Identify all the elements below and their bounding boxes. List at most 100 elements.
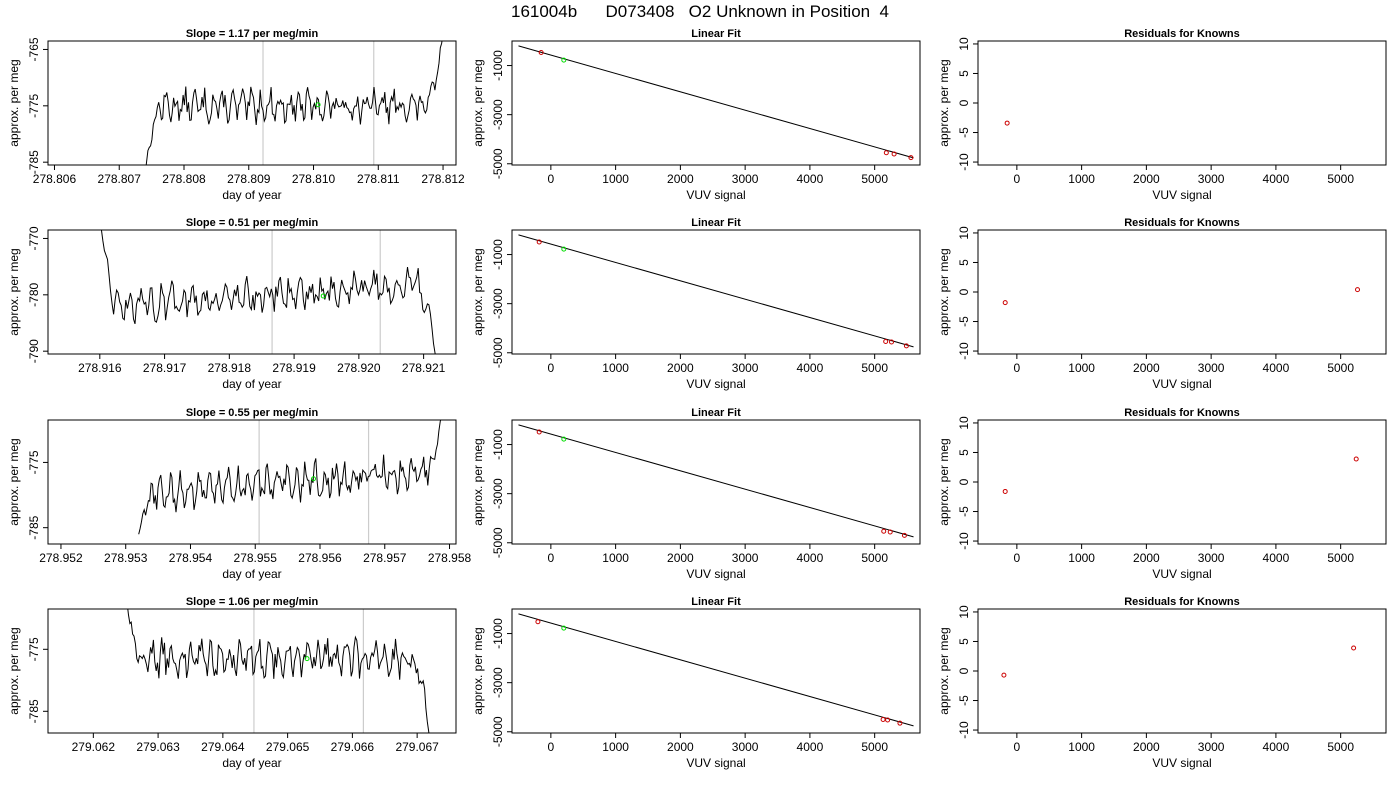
x-tick-label: 5000	[861, 361, 888, 375]
panel-1-3: Residuals for Knowns 0 1000 2000 3000 4000 500…	[937, 28, 1387, 202]
y-axis-label: approx. per meg	[937, 438, 951, 525]
y-tick-label: -785	[27, 699, 41, 723]
panel-3-2: Linear Fit 0 1000 2000 3000 4000 5000 -1000 -300…	[471, 407, 921, 581]
plot-frame	[977, 40, 1387, 166]
signal-trace	[127, 609, 430, 733]
panel-4-3: Residuals for Knowns 0 1000 2000 3000 4000 500…	[937, 596, 1387, 770]
x-tick-label: 278.958	[428, 551, 472, 565]
x-tick-label: 3000	[1198, 740, 1225, 754]
known-point	[889, 339, 895, 345]
y-axis-label: approx. per meg	[471, 627, 485, 714]
plot-area	[127, 609, 430, 733]
unknown-point	[561, 625, 567, 631]
fit-line	[518, 234, 914, 348]
y-axis-label: approx. per meg	[471, 59, 485, 146]
x-tick-label: 1000	[1068, 740, 1095, 754]
x-tick-label: 278.921	[402, 361, 446, 375]
y-tick-label: -5	[957, 127, 971, 138]
x-tick-label: 279.066	[331, 740, 375, 754]
x-tick-label: 3000	[1198, 361, 1225, 375]
x-axis-label: VUV signal	[686, 567, 745, 581]
known-point	[885, 717, 891, 723]
x-tick-label: 3000	[1198, 551, 1225, 565]
x-tick-label: 0	[1014, 551, 1021, 565]
y-tick-label: 10	[957, 37, 971, 51]
x-tick-label: 3000	[1198, 172, 1225, 186]
x-tick-label: 2000	[1133, 551, 1160, 565]
known-point	[1355, 287, 1361, 293]
x-tick-label: 0	[1014, 361, 1021, 375]
x-axis-label: VUV signal	[1152, 756, 1211, 770]
x-tick-label: 2000	[667, 740, 694, 754]
known-point	[1002, 300, 1008, 306]
x-tick-label: 278.956	[298, 551, 342, 565]
x-axis-label: VUV signal	[686, 756, 745, 770]
fit-line	[518, 45, 914, 159]
x-tick-label: 278.917	[143, 361, 187, 375]
known-point	[891, 151, 897, 157]
known-point	[883, 338, 889, 344]
panel-title: Linear Fit	[691, 217, 741, 229]
y-axis-label: approx. per meg	[7, 59, 21, 146]
known-point	[908, 155, 914, 161]
known-point	[881, 528, 887, 534]
x-tick-label: 1000	[1068, 172, 1095, 186]
panel-title: Residuals for Knowns	[1124, 28, 1240, 40]
panel-1-2: Linear Fit 0 1000 2000 3000 4000 5000 -1000 -300…	[471, 28, 921, 202]
panel-title: Residuals for Knowns	[1124, 596, 1240, 608]
x-tick-label: 4000	[797, 172, 824, 186]
x-axis-label: VUV signal	[1152, 377, 1211, 391]
x-tick-label: 278.811	[357, 172, 400, 186]
x-tick-label: 278.953	[104, 551, 148, 565]
y-tick-label: -780	[27, 282, 41, 306]
y-axis-label: approx. per meg	[7, 627, 21, 714]
x-axis-label: VUV signal	[686, 377, 745, 391]
y-tick-label: 10	[957, 416, 971, 430]
x-tick-label: 1000	[602, 172, 629, 186]
plot-frame	[511, 40, 921, 166]
y-tick-label: -5	[957, 316, 971, 327]
y-tick-label: 5	[957, 638, 971, 645]
y-tick-label: -3000	[491, 667, 505, 698]
panel-title: Linear Fit	[691, 596, 741, 608]
y-tick-label: -785	[27, 515, 41, 539]
plot-frame	[47, 608, 457, 734]
fit-line	[518, 424, 914, 538]
x-tick-label: 278.807	[98, 172, 142, 186]
x-tick-label: 278.808	[162, 172, 206, 186]
y-tick-label: -10	[957, 153, 971, 171]
y-axis-label: approx. per meg	[937, 248, 951, 335]
y-tick-label: 0	[957, 667, 971, 674]
plot-area	[1004, 120, 1010, 126]
x-tick-label: 5000	[861, 740, 888, 754]
y-axis-label: approx. per meg	[471, 438, 485, 525]
y-tick-label: 5	[957, 449, 971, 456]
x-tick-label: 278.955	[234, 551, 278, 565]
y-tick-label: -790	[27, 339, 41, 363]
y-tick-label: 5	[957, 70, 971, 77]
y-tick-label: -5	[957, 506, 971, 517]
y-tick-label: -10	[957, 342, 971, 360]
plot-frame	[47, 229, 457, 355]
known-point	[535, 619, 541, 625]
y-tick-label: -5000	[491, 337, 505, 368]
x-axis-label: day of year	[222, 756, 281, 770]
y-tick-label: -5000	[491, 527, 505, 558]
x-tick-label: 279.063	[136, 740, 180, 754]
plot-area	[138, 420, 442, 544]
x-tick-label: 279.065	[266, 740, 310, 754]
x-tick-label: 1000	[1068, 551, 1095, 565]
known-point	[1004, 120, 1010, 126]
y-tick-label: -5000	[491, 716, 505, 747]
x-tick-label: 4000	[797, 551, 824, 565]
figure-title: 161004b D073408 O2 Unknown in Position 4	[510, 2, 890, 21]
y-tick-label: -5	[957, 695, 971, 706]
x-tick-label: 3000	[732, 740, 759, 754]
mean-marker	[320, 293, 326, 299]
y-tick-label: 5	[957, 259, 971, 266]
y-tick-label: -3000	[491, 288, 505, 319]
y-axis-label: approx. per meg	[7, 248, 21, 335]
panel-title: Linear Fit	[691, 407, 741, 419]
